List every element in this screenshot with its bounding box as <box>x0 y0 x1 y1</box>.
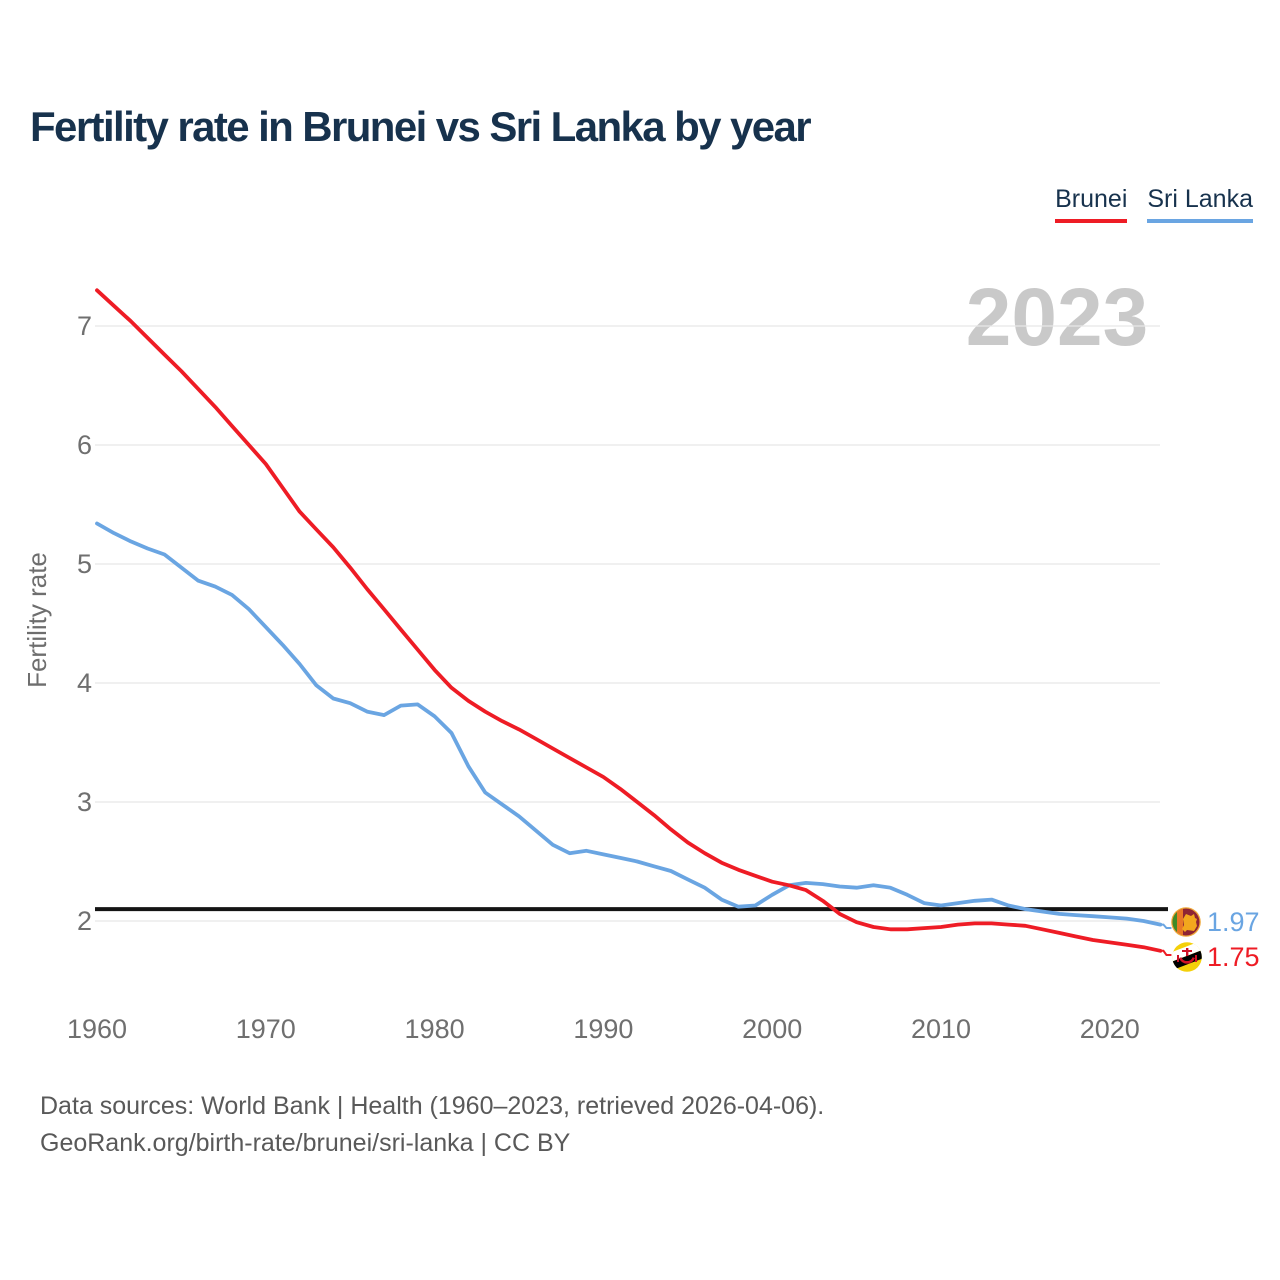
y-tick-label: 7 <box>77 311 92 341</box>
sri-lanka-flag-icon <box>1171 907 1201 937</box>
y-axis-ticks: 2 3 4 5 6 7 <box>77 311 92 936</box>
chart-footer: Data sources: World Bank | Health (1960–… <box>40 1088 824 1162</box>
gridlines <box>95 325 1160 922</box>
y-axis-label: Fertility rate <box>22 552 52 688</box>
x-tick-label: 2000 <box>742 1014 802 1044</box>
brunei-value-label: 1.75 <box>1207 942 1260 972</box>
x-tick-label: 1990 <box>573 1014 633 1044</box>
x-tick-label: 2010 <box>911 1014 971 1044</box>
brunei-connector <box>1160 949 1172 956</box>
legend: Brunei Sri Lanka <box>1055 185 1253 223</box>
y-tick-label: 5 <box>77 549 92 579</box>
y-tick-label: 3 <box>77 787 92 817</box>
sri-lanka-connector <box>1160 923 1172 929</box>
y-tick-label: 4 <box>77 668 92 698</box>
y-tick-label: 2 <box>77 906 92 936</box>
data-series <box>95 288 1163 953</box>
attribution-line: GeoRank.org/birth-rate/brunei/sri-lanka … <box>40 1129 571 1157</box>
brunei-flag-icon <box>1167 940 1207 972</box>
brunei-crest <box>1177 948 1197 964</box>
sri-lanka-line <box>95 521 1163 927</box>
page-title: Fertility rate in Brunei vs Sri Lanka by… <box>30 103 812 150</box>
x-tick-label: 1970 <box>236 1014 296 1044</box>
x-axis-ticks: 1960 1970 1980 1990 2000 2010 2020 <box>67 1014 1140 1044</box>
legend-item-brunei[interactable]: Brunei <box>1055 185 1128 223</box>
legend-item-sri-lanka[interactable]: Sri Lanka <box>1147 185 1253 223</box>
data-sources-line: Data sources: World Bank | Health (1960–… <box>40 1092 825 1120</box>
x-tick-label: 1960 <box>67 1014 127 1044</box>
year-watermark: 2023 <box>966 272 1148 363</box>
x-tick-label: 1980 <box>405 1014 465 1044</box>
brunei-line <box>95 288 1163 953</box>
y-tick-label: 6 <box>77 430 92 460</box>
x-tick-label: 2020 <box>1080 1014 1140 1044</box>
end-connectors <box>1160 923 1172 956</box>
sri-lanka-value-label: 1.97 <box>1207 907 1260 937</box>
